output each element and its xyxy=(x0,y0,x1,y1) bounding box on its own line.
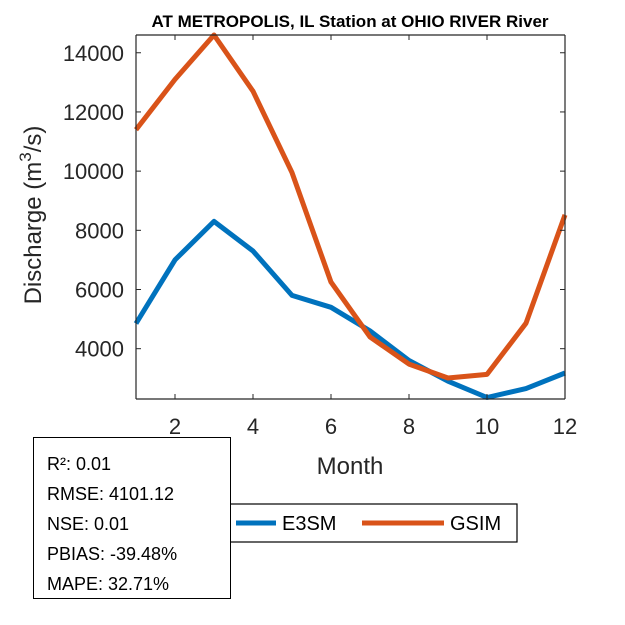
stat-r2: R²: 0.01 xyxy=(47,454,112,474)
x-axis-label: Month xyxy=(317,453,384,480)
legend: E3SM GSIM xyxy=(227,503,518,543)
y-tick-label: 8000 xyxy=(75,218,124,243)
x-tick-label: 10 xyxy=(475,414,499,439)
stat-nse: NSE: 0.01 xyxy=(47,514,130,534)
y-tick-label: 12000 xyxy=(63,100,124,125)
series-line-gsim xyxy=(134,32,568,381)
x-tick-label: 8 xyxy=(403,414,415,439)
y-tick-label: 10000 xyxy=(63,159,124,184)
legend-label-gsim: GSIM xyxy=(450,513,501,535)
x-tick-label: 4 xyxy=(247,414,259,439)
x-tick-label: 12 xyxy=(553,414,577,439)
plot-area xyxy=(133,32,568,400)
stat-rmse: RMSE: 4101.12 xyxy=(47,484,175,504)
stat-mape: MAPE: 32.71% xyxy=(47,574,170,594)
series-line-e3sm xyxy=(133,218,566,400)
x-tick-label: 2 xyxy=(169,414,181,439)
y-tick-label: 4000 xyxy=(75,337,124,362)
x-tick-label: 6 xyxy=(325,414,337,439)
y-axis-label: Discharge (m3/s) xyxy=(16,126,47,305)
x-axis-ticks: 2 4 6 8 10 12 xyxy=(169,35,577,439)
chart-title: AT METROPOLIS, IL Station at OHIO RIVER … xyxy=(151,12,548,31)
legend-label-e3sm: E3SM xyxy=(282,513,336,535)
y-axis-ticks: 4000 6000 8000 10000 12000 14000 xyxy=(63,41,565,362)
stats-box: R²: 0.01 RMSE: 4101.12 NSE: 0.01 PBIAS: … xyxy=(33,437,231,599)
stat-pbias: PBIAS: -39.48% xyxy=(47,544,178,564)
y-tick-label: 6000 xyxy=(75,278,124,303)
y-tick-label: 14000 xyxy=(63,41,124,66)
